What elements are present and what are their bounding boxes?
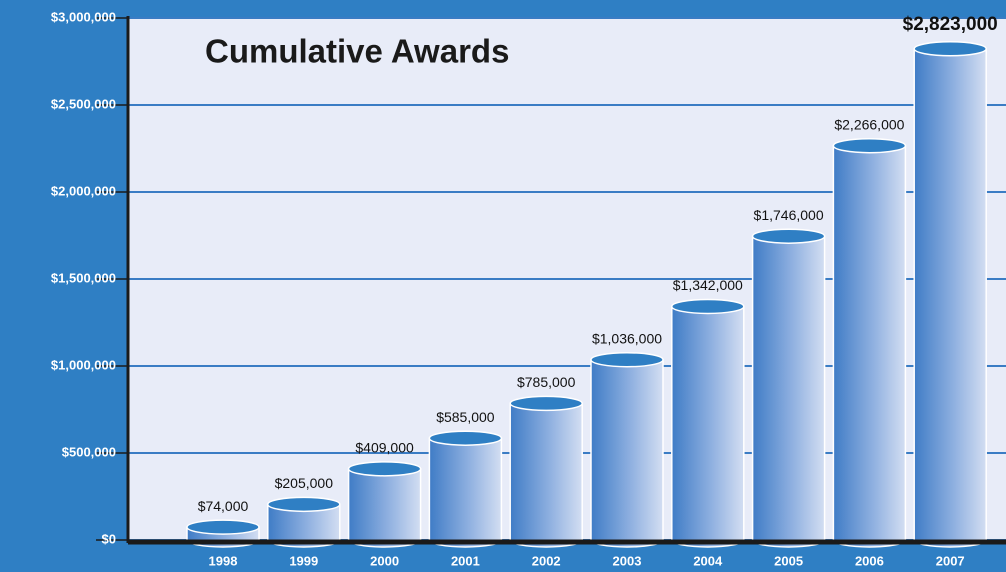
bar-top — [186, 519, 260, 535]
bar-top — [751, 228, 826, 244]
data-label: $1,746,000 — [754, 207, 824, 223]
x-tick-label: 1999 — [289, 553, 318, 568]
y-tick-label: $2,500,000 — [51, 96, 116, 111]
bar-body — [913, 48, 987, 548]
y-tick-label: $500,000 — [62, 444, 116, 459]
y-tick-label: $1,000,000 — [51, 357, 116, 372]
bar-top — [347, 461, 422, 477]
y-tick-label: $1,500,000 — [51, 270, 116, 285]
x-tick-label: 2003 — [613, 553, 642, 568]
data-label: $585,000 — [436, 409, 495, 425]
bar-body — [590, 358, 664, 548]
x-tick-label: 1998 — [209, 553, 238, 568]
bar — [913, 41, 987, 548]
bar — [509, 395, 583, 548]
bar-top — [913, 41, 987, 57]
bar — [832, 137, 907, 548]
bar-body — [832, 144, 907, 548]
bar-body — [509, 402, 583, 548]
bar — [428, 430, 503, 548]
bar — [590, 351, 664, 548]
bar — [751, 228, 826, 548]
x-tick-label: 2000 — [370, 553, 399, 568]
bar-top — [671, 298, 745, 315]
x-tick-label: 2005 — [774, 553, 803, 568]
bars — [186, 41, 987, 548]
x-tick-label: 2007 — [936, 553, 965, 568]
data-label: $205,000 — [275, 475, 334, 491]
data-label: $1,342,000 — [673, 277, 743, 293]
bar-body — [671, 305, 745, 548]
bar-top — [267, 496, 341, 513]
y-tick-label: $0 — [102, 531, 116, 546]
x-tick-label: 2006 — [855, 553, 884, 568]
bar — [671, 298, 745, 548]
x-tick-label: 2001 — [451, 553, 480, 568]
data-label: $2,823,000 — [903, 14, 998, 35]
bar-body — [428, 437, 503, 548]
data-label: $1,036,000 — [592, 330, 662, 346]
bar-top — [509, 395, 583, 412]
data-label: $785,000 — [517, 374, 576, 390]
y-tick-label: $2,000,000 — [51, 183, 116, 198]
data-label: $409,000 — [355, 440, 414, 456]
bar-top — [590, 351, 664, 368]
bar-top — [428, 430, 503, 446]
data-label: $74,000 — [198, 498, 249, 514]
y-tick-label: $3,000,000 — [51, 9, 116, 24]
bar-body — [751, 235, 826, 548]
x-tick-label: 2004 — [693, 553, 723, 568]
x-tick-label: 2002 — [532, 553, 561, 568]
bar-body — [347, 468, 422, 548]
chart-title: Cumulative Awards — [205, 33, 509, 70]
bar — [347, 461, 422, 548]
bar-top — [832, 137, 907, 154]
data-label: $2,266,000 — [834, 116, 904, 132]
